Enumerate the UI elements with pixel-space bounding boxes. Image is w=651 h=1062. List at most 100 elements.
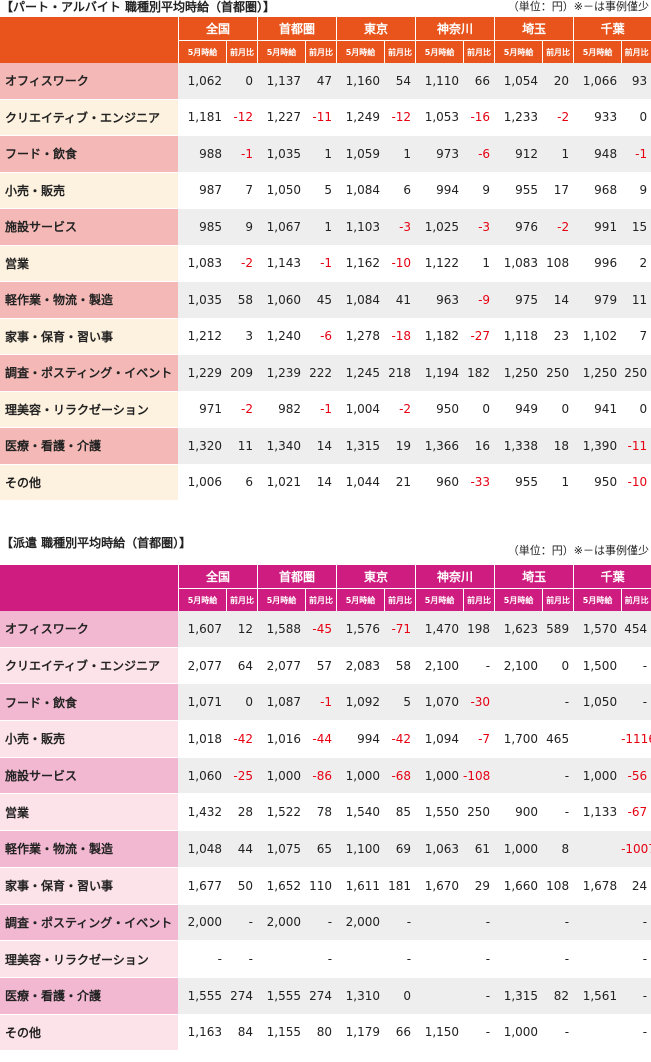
region-header: 埼玉 xyxy=(494,565,574,589)
change-cell: - xyxy=(226,941,258,978)
change-cell: 57 xyxy=(305,647,337,685)
table-row: 小売・販売 1,018 -42 1,016 -44 994 -42 1,094 -7 1,700 4… xyxy=(0,721,651,758)
wage-cell: 960 xyxy=(415,464,464,501)
wage-cell: 1,540 xyxy=(336,794,385,832)
category-label: その他 xyxy=(0,464,178,501)
change-cell: 11 xyxy=(226,428,258,465)
change-subheader: 前月比 xyxy=(226,41,258,63)
category-label: クリエイティブ・エンジニア xyxy=(0,647,178,685)
wage-cell xyxy=(573,831,622,868)
change-cell: - xyxy=(621,684,651,722)
wage-subheader: 5月時給 xyxy=(415,589,464,611)
change-cell: 250 xyxy=(542,355,574,392)
change-cell: -12 xyxy=(226,99,258,136)
wage-cell: 1,137 xyxy=(257,63,306,100)
wage-cell: 1,150 xyxy=(415,1014,464,1052)
wage-cell: 1,340 xyxy=(257,428,306,465)
wage-cell: 1,000 xyxy=(257,757,306,795)
wage-cell xyxy=(415,904,464,942)
wage-cell: 1,021 xyxy=(257,464,306,501)
wage-cell xyxy=(415,941,464,978)
wage-cell: 1,048 xyxy=(178,831,226,868)
wage-cell: 1,390 xyxy=(573,428,622,465)
change-cell: 61 xyxy=(463,831,495,868)
change-cell: -1007 xyxy=(621,831,651,868)
wage-cell: 968 xyxy=(573,172,622,209)
change-cell: 218 xyxy=(384,355,416,392)
wage-cell: 1,053 xyxy=(415,99,464,136)
change-cell: 58 xyxy=(226,282,258,319)
table-row: クリエイティブ・エンジニア 1,181 -12 1,227 -11 1,249 -12 1,0… xyxy=(0,99,651,136)
wage-cell: 2,077 xyxy=(178,647,226,685)
change-cell: -11 xyxy=(305,99,337,136)
wage-cell: 1,576 xyxy=(336,611,385,648)
wage-cell: 1,035 xyxy=(178,282,226,319)
change-cell: 222 xyxy=(305,355,337,392)
wage-cell xyxy=(494,941,543,978)
dispatch-wage-table: 全国 首都圏 東京 神奈川 埼玉 千葉 5月時給 前月比 5月時給 前月比 5月時給 前月比 5月時給前… xyxy=(0,565,651,1052)
change-cell: 0 xyxy=(542,391,574,428)
wage-cell xyxy=(573,721,622,758)
wage-cell: 1,182 xyxy=(415,318,464,355)
change-cell: 18 xyxy=(542,428,574,465)
category-label: 調査・ポスティング・イベント xyxy=(0,355,178,392)
table-row: オフィスワーク 1,062 0 1,137 47 1,160 54 1,110 66 1,054 2… xyxy=(0,63,651,100)
change-cell: 465 xyxy=(542,721,574,758)
wage-cell xyxy=(494,757,543,795)
wage-cell: 1,102 xyxy=(573,318,622,355)
header-corner xyxy=(0,17,178,63)
change-cell: 182 xyxy=(463,355,495,392)
wage-cell: 1,678 xyxy=(573,867,622,905)
change-cell: - xyxy=(384,904,416,942)
change-cell: - xyxy=(463,1014,495,1052)
wage-cell: 1,063 xyxy=(415,831,464,868)
change-cell: -2 xyxy=(542,209,574,246)
wage-cell: 1,623 xyxy=(494,611,543,648)
wage-cell: 1,083 xyxy=(494,245,543,282)
wage-cell: 1,570 xyxy=(573,611,622,648)
wage-subheader: 5月時給 xyxy=(178,41,226,63)
change-cell: -2 xyxy=(226,391,258,428)
change-cell: 66 xyxy=(463,63,495,100)
change-cell: -7 xyxy=(463,721,495,758)
change-cell: 0 xyxy=(621,391,651,428)
part-time-unit-note: （単位：円）※－は事例僅少 xyxy=(507,0,649,13)
category-label: 小売・販売 xyxy=(0,172,178,209)
change-cell: 1 xyxy=(463,245,495,282)
wage-cell xyxy=(257,941,306,978)
wage-cell: 1,700 xyxy=(494,721,543,758)
category-label: 施設サービス xyxy=(0,757,178,795)
change-cell: 78 xyxy=(305,794,337,832)
change-cell: -11 xyxy=(621,428,651,465)
wage-cell: 1,110 xyxy=(415,63,464,100)
change-cell: -42 xyxy=(226,721,258,758)
change-cell: -1 xyxy=(305,391,337,428)
change-cell: 1 xyxy=(384,136,416,173)
wage-cell: 1,500 xyxy=(573,647,622,685)
wage-cell: 1,071 xyxy=(178,684,226,722)
wage-cell: 1,067 xyxy=(257,209,306,246)
change-cell: 82 xyxy=(542,977,574,1015)
wage-cell: 1,250 xyxy=(494,355,543,392)
wage-cell: 1,607 xyxy=(178,611,226,648)
wage-cell: 1,143 xyxy=(257,245,306,282)
wage-subheader: 5月時給 xyxy=(494,41,543,63)
change-cell: 20 xyxy=(542,63,574,100)
table-row: 軽作業・物流・製造 1,048 44 1,075 65 1,100 69 1,063 61 1,0… xyxy=(0,831,651,868)
change-cell: 1 xyxy=(542,136,574,173)
change-cell: -44 xyxy=(305,721,337,758)
category-label: クリエイティブ・エンジニア xyxy=(0,99,178,136)
change-cell: -56 xyxy=(621,757,651,795)
region-header: 千葉 xyxy=(573,17,651,41)
wage-cell: 1,044 xyxy=(336,464,385,501)
change-cell: 0 xyxy=(226,63,258,100)
change-cell: 19 xyxy=(384,428,416,465)
change-cell: 45 xyxy=(305,282,337,319)
table-row: 施設サービス 985 9 1,067 1 1,103 -3 1,025 -3 976 -2 991 15 xyxy=(0,209,651,246)
wage-cell: 1,035 xyxy=(257,136,306,173)
wage-cell: 1,004 xyxy=(336,391,385,428)
change-cell: -6 xyxy=(305,318,337,355)
change-cell: -2 xyxy=(226,245,258,282)
category-label: 営業 xyxy=(0,794,178,832)
region-header: 神奈川 xyxy=(415,17,495,41)
